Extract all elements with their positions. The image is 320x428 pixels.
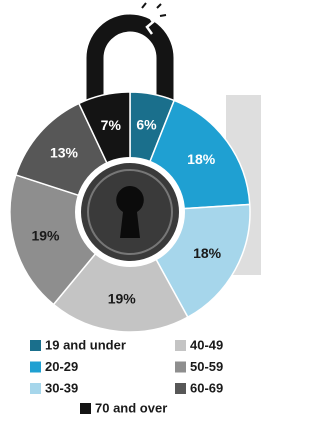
legend-swatch	[30, 362, 41, 373]
data-label: 18%	[193, 245, 222, 261]
data-label: 6%	[136, 116, 157, 132]
legend-swatch	[175, 340, 186, 351]
legend-label: 70 and over	[95, 400, 167, 415]
data-label: 13%	[50, 145, 79, 161]
page: 6% 18% 18% 19% 19% 13% 7% 19 and under 20-29 30-…	[0, 0, 320, 428]
legend-swatch	[30, 340, 41, 351]
legend-swatch	[30, 383, 41, 394]
data-label: 18%	[187, 151, 216, 167]
legend-label: 20-29	[45, 359, 78, 374]
chart: 6% 18% 18% 19% 19% 13% 7% 19 and under 20-29 30-…	[0, 0, 261, 428]
data-label: 19%	[31, 227, 60, 243]
legend-label: 40-49	[190, 337, 223, 352]
crack-spark	[142, 3, 166, 16]
legend-swatch	[80, 403, 91, 414]
legend-swatch	[175, 383, 186, 394]
legend: 19 and under 20-29 30-39 40-49 50-59 60-69 70 …	[30, 337, 223, 415]
legend-swatch	[175, 362, 186, 373]
data-label: 7%	[101, 117, 122, 133]
legend-label: 19 and under	[45, 337, 126, 352]
legend-label: 50-59	[190, 359, 223, 374]
legend-label: 60-69	[190, 380, 223, 395]
legend-label: 30-39	[45, 380, 78, 395]
data-label: 19%	[108, 290, 137, 306]
